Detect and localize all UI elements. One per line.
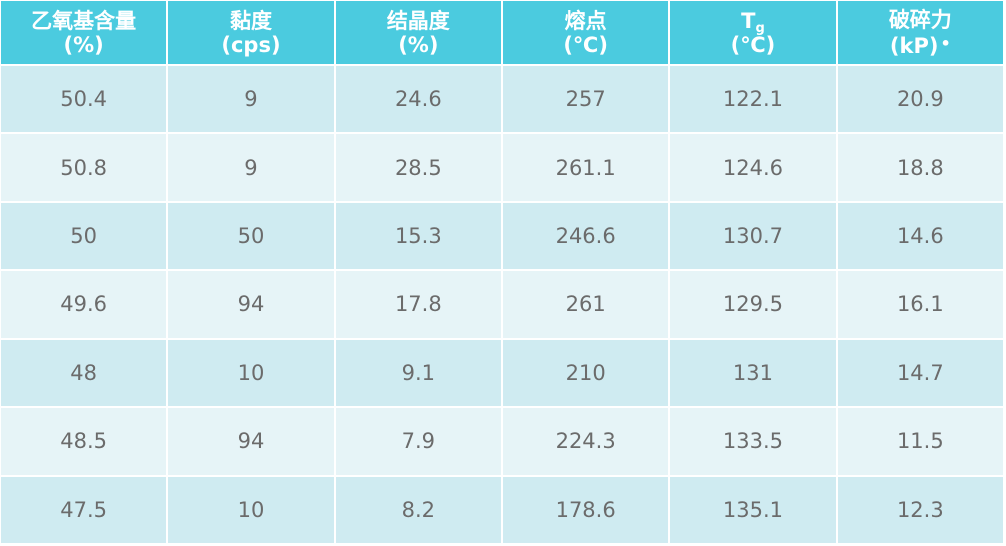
header-unit: (kP) [889,33,939,58]
cell-glass-transition: 129.5 [670,271,836,338]
cell-melting-point: 210 [502,339,669,407]
cell-ethoxy-content: 47.5 [1,476,167,543]
cell-melting-point: 261.1 [502,134,669,201]
cell-glass-transition: 130.7 [670,202,836,270]
cell-melting-point: 261 [502,271,669,338]
cell-crushing-force: 18.8 [837,134,1003,201]
header-crushing-force: 破碎力 (kP) • [837,1,1003,64]
header-glass-transition: Tg (℃) [670,1,836,64]
cell-ethoxy-content: 50 [1,202,167,270]
header-unit: (℃) [563,32,608,57]
header-label: 熔点 [564,8,607,33]
cell-melting-point: 178.6 [502,476,669,543]
header-melting-point: 熔点 (℃) [502,1,669,64]
table-row: 50 50 15.3 246.6 130.7 14.6 [1,202,1003,270]
cell-crystallinity: 15.3 [335,202,501,270]
cell-melting-point: 257 [502,66,669,133]
cell-glass-transition: 131 [670,339,836,407]
header-label-main: T [741,8,756,33]
header-label: 黏度 [229,8,272,33]
table-row: 49.6 94 17.8 261 129.5 16.1 [1,271,1003,338]
table-header: 乙氧基含量 (%) 黏度 (cps) 结晶度 (%) 熔点 (℃) Tg ( [1,1,1003,64]
cell-glass-transition: 133.5 [670,408,836,475]
header-ethoxy-content: 乙氧基含量 (%) [1,1,167,64]
header-label: Tg [670,8,835,36]
cell-ethoxy-content: 50.8 [1,134,167,201]
header-label-subscript: g [755,20,765,36]
cell-crystallinity: 9.1 [335,339,501,407]
cell-crushing-force: 12.3 [837,476,1003,543]
cell-ethoxy-content: 48.5 [1,408,167,475]
header-unit: (%) [398,32,439,57]
cell-viscosity: 94 [168,408,334,475]
cell-glass-transition: 122.1 [670,66,836,133]
table-row: 50.4 9 24.6 257 122.1 20.9 [1,66,1003,133]
cell-crushing-force: 11.5 [837,408,1003,475]
cell-viscosity: 94 [168,271,334,338]
cell-crystallinity: 17.8 [335,271,501,338]
cell-melting-point: 224.3 [502,408,669,475]
cell-crushing-force: 20.9 [837,66,1003,133]
header-label: 乙氧基含量 [31,8,137,33]
cell-viscosity: 10 [168,476,334,543]
cell-crystallinity: 7.9 [335,408,501,475]
header-unit: (℃) [730,32,776,57]
cell-ethoxy-content: 50.4 [1,66,167,133]
cell-ethoxy-content: 48 [1,339,167,407]
footnote-marker: • [940,33,951,53]
table-row: 48.5 94 7.9 224.3 133.5 11.5 [1,408,1003,475]
cell-viscosity: 9 [168,66,334,133]
table-row: 47.5 10 8.2 178.6 135.1 12.3 [1,476,1003,543]
header-crystallinity: 结晶度 (%) [335,1,501,64]
cell-crushing-force: 16.1 [837,271,1003,338]
header-label: 结晶度 [386,8,450,33]
table-row: 50.8 9 28.5 261.1 124.6 18.8 [1,134,1003,201]
table-row: 48 10 9.1 210 131 14.7 [1,339,1003,407]
cell-crushing-force: 14.6 [837,202,1003,270]
header-unit: (cps) [221,32,281,57]
header-unit: (%) [63,32,104,57]
cell-crystallinity: 24.6 [335,66,501,133]
cell-crystallinity: 28.5 [335,134,501,201]
cell-viscosity: 50 [168,202,334,270]
cell-melting-point: 246.6 [502,202,669,270]
table-body: 50.4 9 24.6 257 122.1 20.9 50.8 9 28.5 2… [1,66,1003,543]
cell-viscosity: 10 [168,339,334,407]
cell-crystallinity: 8.2 [335,476,501,543]
header-viscosity: 黏度 (cps) [168,1,334,64]
cell-glass-transition: 135.1 [670,476,836,543]
header-unit-wrap: (kP) • [838,32,1003,58]
cell-viscosity: 9 [168,134,334,201]
header-row: 乙氧基含量 (%) 黏度 (cps) 结晶度 (%) 熔点 (℃) Tg ( [1,1,1003,64]
cell-glass-transition: 124.6 [670,134,836,201]
cell-ethoxy-content: 49.6 [1,271,167,338]
header-label: 破碎力 [888,7,952,32]
cell-crushing-force: 14.7 [837,339,1003,407]
